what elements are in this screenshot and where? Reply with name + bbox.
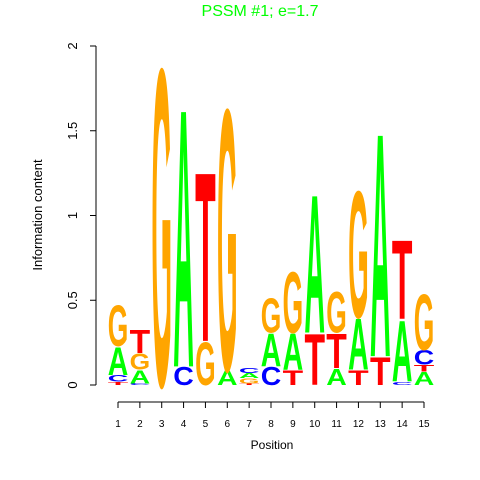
- y-axis-label: Information content: [30, 159, 45, 271]
- logo-letter: T: [326, 325, 347, 380]
- logo-letter: A: [326, 364, 347, 391]
- y-tick-label: 0: [65, 381, 80, 388]
- x-tick-label: 15: [418, 419, 430, 430]
- logo-letter: A: [370, 68, 391, 425]
- logo-letter: A: [348, 304, 369, 386]
- logo-letter: A: [304, 154, 325, 375]
- y-tick-label: 1: [65, 212, 80, 219]
- logo-letter: T: [239, 383, 260, 386]
- logo-letter: A: [108, 338, 129, 383]
- logo-letter: C: [414, 346, 435, 369]
- x-tick-label: 5: [203, 419, 209, 430]
- logo-letter: T: [392, 217, 413, 344]
- logo-letter: G: [217, 32, 238, 450]
- logo-letter: T: [283, 367, 304, 390]
- logo-letter: G: [414, 278, 435, 367]
- y-tick-label: 1.5: [65, 122, 80, 140]
- y-tick-label: 0.5: [65, 291, 80, 309]
- logo-letter: A: [130, 367, 151, 388]
- logo-letter: G: [283, 255, 304, 351]
- x-tick-label: 8: [268, 419, 274, 430]
- logo-letter: G: [348, 154, 369, 356]
- x-tick-label: 12: [353, 419, 365, 430]
- x-tick-label: 13: [375, 419, 387, 430]
- logo-letter: T: [108, 381, 129, 386]
- logo-letter: C: [108, 374, 129, 384]
- logo-letter: T: [414, 364, 435, 374]
- logo-letter: G: [130, 348, 151, 375]
- logo-letter: T: [195, 123, 216, 394]
- x-tick-label: 1: [115, 419, 121, 430]
- x-tick-label: 3: [159, 419, 165, 430]
- x-tick-label: 6: [225, 419, 231, 430]
- logo-letter: C: [261, 362, 282, 391]
- logo-letter: C: [130, 383, 151, 386]
- logo-letter: G: [261, 289, 282, 344]
- x-tick-label: 7: [246, 419, 252, 430]
- logo-letter: A: [217, 367, 238, 390]
- logo-letter: C: [173, 362, 194, 391]
- logo-letter: A: [173, 33, 194, 445]
- logo-letter: C: [392, 381, 413, 386]
- x-tick-label: 4: [181, 419, 187, 430]
- x-tick-label: 14: [397, 419, 409, 430]
- y-tick-label: 2: [65, 42, 80, 49]
- logo-letter: T: [130, 323, 151, 360]
- logo-letter: A: [392, 305, 413, 401]
- x-tick-label: 11: [331, 419, 342, 430]
- logo-letter: A: [239, 372, 260, 380]
- logo-letter: T: [370, 349, 391, 394]
- logo-letter: T: [304, 320, 325, 402]
- logo-letter: A: [283, 324, 304, 382]
- logo-letter: A: [414, 369, 435, 390]
- logo-letter: C: [239, 367, 260, 375]
- logo-letter: T: [348, 367, 369, 390]
- logo-letter: G: [239, 377, 260, 385]
- x-axis-label: Position: [251, 438, 294, 452]
- logo-letter: G: [108, 294, 129, 359]
- x-tick-label: 10: [309, 419, 321, 430]
- x-tick-label: 9: [290, 419, 296, 430]
- logo-letter: A: [261, 324, 282, 377]
- logo-letter: G: [326, 280, 347, 345]
- logo-letter: G: [195, 330, 216, 398]
- chart-title: PSSM #1; e=1.7: [202, 3, 319, 20]
- x-tick-label: 2: [137, 419, 143, 430]
- logo-letter: G: [151, 0, 172, 480]
